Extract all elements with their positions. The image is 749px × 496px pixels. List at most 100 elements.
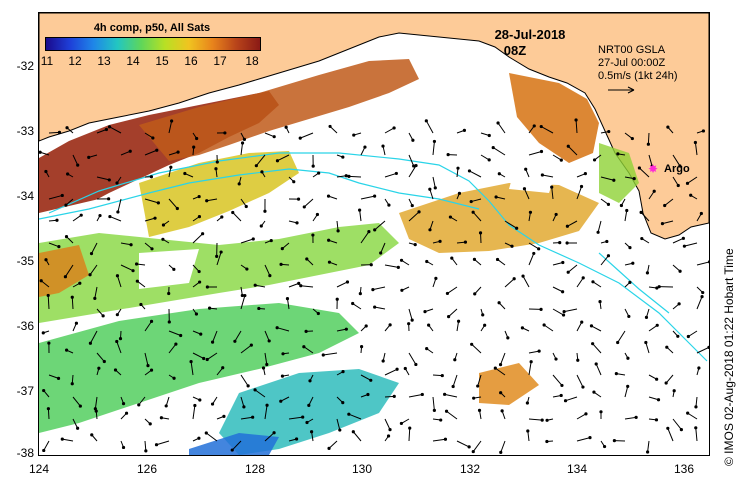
current-vector — [552, 374, 563, 386]
current-vector-head — [373, 305, 377, 309]
current-vector-head — [400, 288, 404, 292]
current-vector-head — [148, 422, 152, 426]
current-vector — [639, 167, 650, 178]
current-vector-head — [65, 348, 69, 352]
current-vector-head — [311, 233, 315, 237]
current-vector-head — [302, 205, 306, 209]
current-vector-head — [205, 357, 209, 362]
current-vector — [432, 438, 446, 442]
current-vector-head — [510, 244, 514, 248]
current-vector-head — [101, 314, 105, 318]
current-vector — [240, 416, 253, 420]
sst-map[interactable] — [39, 13, 709, 455]
current-vector-head — [107, 125, 112, 129]
current-vector — [64, 264, 74, 277]
current-vector-head — [295, 221, 299, 225]
current-vector-head — [60, 437, 64, 441]
current-vector-head — [242, 137, 247, 142]
current-vector — [190, 361, 194, 376]
current-vector-head — [341, 370, 345, 374]
current-vector — [240, 295, 246, 310]
current-vector-head — [305, 420, 309, 425]
current-vector — [303, 198, 314, 208]
current-vector-head — [476, 384, 480, 388]
current-vector-head — [403, 366, 407, 371]
current-vector-head — [345, 280, 350, 284]
current-vector-head — [540, 173, 544, 177]
current-vector-head — [66, 172, 70, 176]
current-vector-head — [487, 133, 491, 138]
current-vector — [447, 286, 458, 294]
current-vector-head — [612, 439, 616, 443]
current-vector — [552, 262, 563, 266]
current-vector — [600, 255, 609, 266]
current-vector-head — [499, 450, 503, 454]
current-vector-head — [358, 292, 362, 296]
current-vector-head — [328, 124, 332, 129]
current-vector-head — [664, 381, 668, 385]
current-vector-head — [309, 430, 314, 434]
current-vector — [240, 344, 252, 354]
current-vector — [348, 413, 362, 420]
current-vector — [504, 278, 515, 288]
current-vector-head — [373, 194, 377, 198]
argo-float-icon[interactable]: ✸ — [648, 162, 659, 176]
current-vector-head — [56, 376, 61, 380]
current-vector-head — [341, 155, 345, 159]
current-vector — [472, 440, 482, 452]
xtick-label: 132 — [459, 462, 481, 476]
current-vector-head — [174, 342, 178, 346]
current-vector — [168, 198, 178, 209]
current-vector — [336, 220, 339, 231]
current-vector-head — [440, 373, 444, 378]
current-vector — [232, 212, 242, 222]
current-vector — [336, 418, 341, 431]
current-vector-head — [237, 182, 241, 186]
current-vector-head — [532, 251, 536, 256]
current-vector-head — [210, 340, 215, 344]
current-vector-head — [257, 306, 261, 311]
current-vector-head — [666, 125, 670, 129]
current-vector — [72, 214, 82, 222]
current-vector-head — [305, 257, 309, 261]
current-vector-head — [589, 324, 594, 328]
current-vector — [591, 325, 602, 332]
map-frame[interactable] — [38, 12, 710, 456]
current-vector-head — [566, 270, 570, 274]
current-vector-head — [299, 284, 303, 288]
current-vector-head — [240, 141, 245, 145]
current-vector-head — [497, 301, 501, 305]
current-vector-head — [297, 281, 301, 285]
current-vector-head — [428, 228, 432, 232]
current-vector-head — [457, 191, 462, 195]
current-vector-head — [242, 405, 246, 409]
current-vector-head — [387, 203, 391, 207]
current-vector — [576, 437, 591, 442]
current-vector-head — [87, 155, 91, 159]
current-vector — [497, 122, 506, 134]
current-vector-head — [129, 243, 133, 247]
time-label: 08Z — [503, 43, 527, 58]
current-vector-head — [197, 215, 202, 219]
current-vector — [264, 132, 275, 138]
current-vector-head — [175, 206, 179, 211]
current-vector — [688, 330, 698, 337]
current-vector-head — [655, 377, 659, 381]
argo-label: Argo — [664, 163, 690, 175]
current-vector-head — [472, 257, 477, 261]
current-vector-head — [167, 291, 171, 296]
current-vector-head — [493, 366, 497, 370]
current-vector-head — [327, 260, 332, 264]
current-vector-head — [381, 144, 385, 148]
current-vector-head — [481, 313, 485, 317]
current-vector — [240, 142, 244, 156]
current-vector-head — [558, 241, 562, 245]
current-vector — [206, 432, 218, 442]
current-vector — [640, 212, 650, 222]
current-vector-head — [579, 184, 584, 189]
current-vector-head — [57, 245, 61, 249]
current-vector — [500, 440, 506, 453]
current-vector — [648, 396, 659, 401]
current-vector-head — [628, 246, 632, 250]
current-vector-head — [410, 203, 414, 208]
